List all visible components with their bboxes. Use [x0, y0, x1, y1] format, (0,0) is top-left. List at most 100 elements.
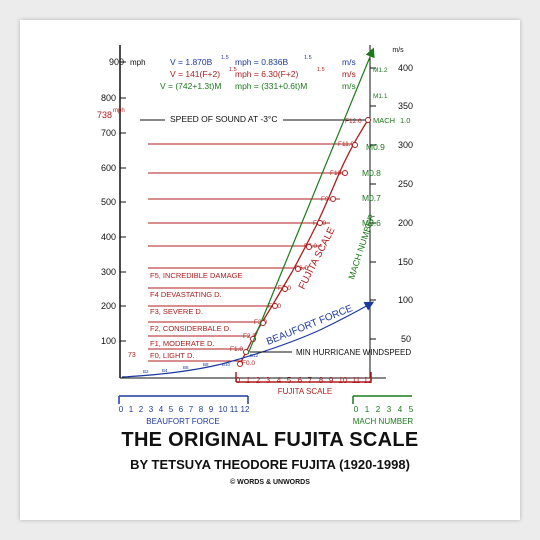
beaufort-scale-label: BEAUFORT FORCE [146, 417, 220, 426]
mpoint-m07: M0.7 [362, 193, 381, 203]
rtick-50: 50 [401, 334, 411, 344]
damage-f1: F1, MODERATE D. [150, 339, 214, 348]
bpoint-b10: B10 [222, 362, 231, 367]
formula-green-unit: m/s [342, 81, 356, 91]
fscale-9: 9 [329, 376, 334, 385]
mscale-1: 1 [365, 405, 370, 414]
rtick-400: 400 [398, 63, 413, 73]
mscale-0: 0 [354, 405, 359, 414]
formula-red-unit: m/s [342, 69, 356, 79]
formula-blue-exp: 1.5 [221, 55, 229, 61]
fujita-scale-label: FUJITA SCALE [278, 387, 333, 396]
fscale-3: 3 [266, 376, 271, 385]
speed-of-sound-bg [165, 113, 283, 124]
fscale-2: 2 [256, 376, 261, 385]
bpoint-b12: B12 [250, 353, 259, 358]
bscale-12: 12 [241, 405, 250, 414]
fscale-12: 12 [364, 376, 373, 385]
formula-red-v: V = 141(F+2) [170, 69, 220, 79]
bscale-9: 9 [209, 405, 214, 414]
speed-of-sound-label: SPEED OF SOUND AT -3°C [170, 114, 277, 124]
fujita-scale-ruler: 0 1 2 3 4 5 6 7 8 9 10 11 12 FUJITA SCAL… [235, 372, 373, 396]
poster-credit: © WORDS & UNWORDS [230, 479, 310, 486]
formula-red-mph: mph = 6.30(F+2) [235, 69, 298, 79]
mpoint-m11: M1.1 [373, 93, 388, 100]
formula-green-mph: mph = (331+0.6t)M [235, 81, 307, 91]
mpoint-m08: M0.8 [362, 168, 381, 178]
fscale-8: 8 [319, 376, 324, 385]
bscale-7: 7 [189, 405, 194, 414]
damage-f2: F2, CONSIDERBALE D. [150, 324, 231, 333]
rtick-100: 100 [398, 295, 413, 305]
mach-point-labels: M1.2 M1.1 M0.9 M0.8 M0.7 M0.6 [362, 67, 388, 228]
bscale-8: 8 [199, 405, 204, 414]
formula-red-mph-exp: 1.5 [317, 67, 325, 73]
mpoint-m06: M0.6 [362, 218, 381, 228]
tick-700: 700 [101, 128, 116, 138]
left-axis-ticks: 900 mph 800 700 600 500 400 300 200 100 [101, 57, 146, 346]
min-hurricane-mph-label: 73 [128, 352, 136, 359]
damage-labels: F5, INCREDIBLE DAMAGE F4 DEVASTATING D. … [150, 271, 243, 360]
beaufort-scale-ruler: 0 1 2 3 4 5 6 7 8 9 10 11 12 BEAUFORT FO… [118, 395, 250, 426]
sound-speed-mph-unit: mph [113, 108, 125, 114]
bscale-4: 4 [159, 405, 164, 414]
bpoint-b2: B2 [143, 369, 149, 374]
tick-400: 400 [101, 232, 116, 242]
rtick-350: 350 [398, 101, 413, 111]
fujita-level-lines [148, 143, 356, 362]
fujita-curve-label: FUJITA SCALE [297, 225, 338, 291]
beaufort-point-labels: B2 B4 B6 B8 B10 B12 [143, 353, 259, 374]
bscale-6: 6 [179, 405, 184, 414]
tick-100: 100 [101, 336, 116, 346]
mscale-5: 5 [409, 405, 414, 414]
rtick-200: 200 [398, 218, 413, 228]
right-axis-unit: m/s [392, 47, 404, 54]
bscale-10: 10 [219, 405, 228, 414]
formula-blue-v: V = 1.870B [170, 57, 213, 67]
rtick-250: 250 [398, 179, 413, 189]
fpoint-f2: F2.0 [243, 333, 256, 340]
formula-blue-unit: m/s [342, 57, 356, 67]
mach-line [247, 47, 375, 355]
formula-blue-mph: mph = 0.836B [235, 57, 288, 67]
rtick-150: 150 [398, 257, 413, 267]
tick-300: 300 [101, 267, 116, 277]
fscale-7: 7 [308, 376, 313, 385]
bscale-2: 2 [139, 405, 144, 414]
fscale-1: 1 [246, 376, 251, 385]
bpoint-b4: B4 [162, 368, 168, 373]
fpoint-f11: F11.0 [338, 141, 355, 148]
min-hurricane-label: MIN HURRICANE WINDSPEED [296, 348, 411, 357]
bscale-1: 1 [129, 405, 134, 414]
tick-800: 800 [101, 93, 116, 103]
left-axis-unit: mph [130, 58, 146, 67]
formula-blue-mph-exp: 1.5 [304, 55, 312, 61]
damage-f4: F4 DEVASTATING D. [150, 290, 222, 299]
fscale-5: 5 [287, 376, 292, 385]
fscale-11: 11 [352, 376, 361, 385]
poster-subtitle: BY TETSUYA THEODORE FUJITA (1920-1998) [130, 457, 410, 472]
formula-block: V = 1.870B 1.5 mph = 0.836B 1.5 m/s V = … [160, 55, 356, 91]
formula-green-v: V = (742+1.3t)M [160, 81, 221, 91]
damage-f3: F3, SEVERE D. [150, 307, 203, 316]
mpoint-m09: M0.9 [366, 142, 385, 152]
mscale-2: 2 [376, 405, 381, 414]
fscale-4: 4 [277, 376, 282, 385]
tick-600: 600 [101, 163, 116, 173]
right-axis-ticks: m/s 400 350 300 250 200 150 100 50 [370, 47, 413, 344]
mscale-3: 3 [387, 405, 392, 414]
bscale-11: 11 [230, 405, 239, 414]
mach-one-value: 1.0 [400, 116, 410, 125]
fpoint-f12: F12.0 [345, 118, 362, 125]
sound-speed-mph-label: 738 [97, 110, 112, 120]
fpoint-f0: F0.0 [242, 360, 255, 367]
damage-f5: F5, INCREDIBLE DAMAGE [150, 271, 243, 280]
mach-scale-ruler: 0 1 2 3 4 5 MACH NUMBER [352, 395, 414, 426]
poster-sheet [20, 20, 520, 520]
damage-f0: F0, LIGHT D. [150, 351, 194, 360]
bscale-0: 0 [119, 405, 124, 414]
poster-title: THE ORIGINAL FUJITA SCALE [121, 429, 419, 451]
tick-900: 900 [109, 57, 124, 67]
fpoint-f6: F6.0 [295, 265, 308, 272]
